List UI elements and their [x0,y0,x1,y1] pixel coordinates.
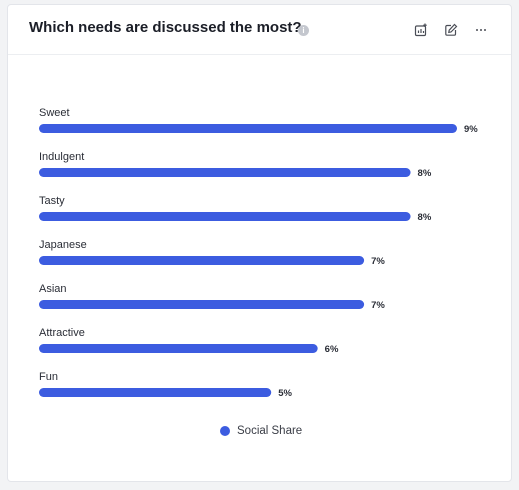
bar[interactable] [39,256,365,265]
more-icon[interactable] [472,21,490,39]
card-header: Which needs are discussed the most? i [8,5,511,55]
category-label: Attractive [39,327,85,339]
data-label: 9% [464,124,478,135]
bar[interactable] [39,212,411,221]
chart-card: Which needs are discussed the most? i [7,4,512,482]
data-label: 8% [418,212,432,223]
category-label: Indulgent [39,151,84,163]
data-label: 7% [371,300,385,311]
legend-swatch [220,426,230,436]
category-label: Asian [39,283,67,295]
add-chart-icon[interactable] [412,21,430,39]
legend-label: Social Share [237,425,303,437]
edit-icon[interactable] [442,21,460,39]
chart-title: Which needs are discussed the most? [29,19,302,36]
bar[interactable] [39,388,272,397]
bar[interactable] [39,344,318,353]
info-icon[interactable]: i [298,25,309,36]
data-label: 7% [371,256,385,267]
category-label: Japanese [39,239,87,251]
bar[interactable] [39,300,365,309]
category-label: Tasty [39,195,65,207]
legend[interactable]: Social Share [220,425,302,437]
category-label: Fun [39,371,58,383]
category-label: Sweet [39,107,70,119]
bar-chart: Sweet 9% Indulgent 8% Tasty 8% Japanese 7% Asian… [39,107,478,399]
bar[interactable] [39,168,411,177]
bar[interactable] [39,124,457,133]
data-label: 8% [418,168,432,179]
data-label: 5% [278,388,292,399]
data-label: 6% [325,344,339,355]
